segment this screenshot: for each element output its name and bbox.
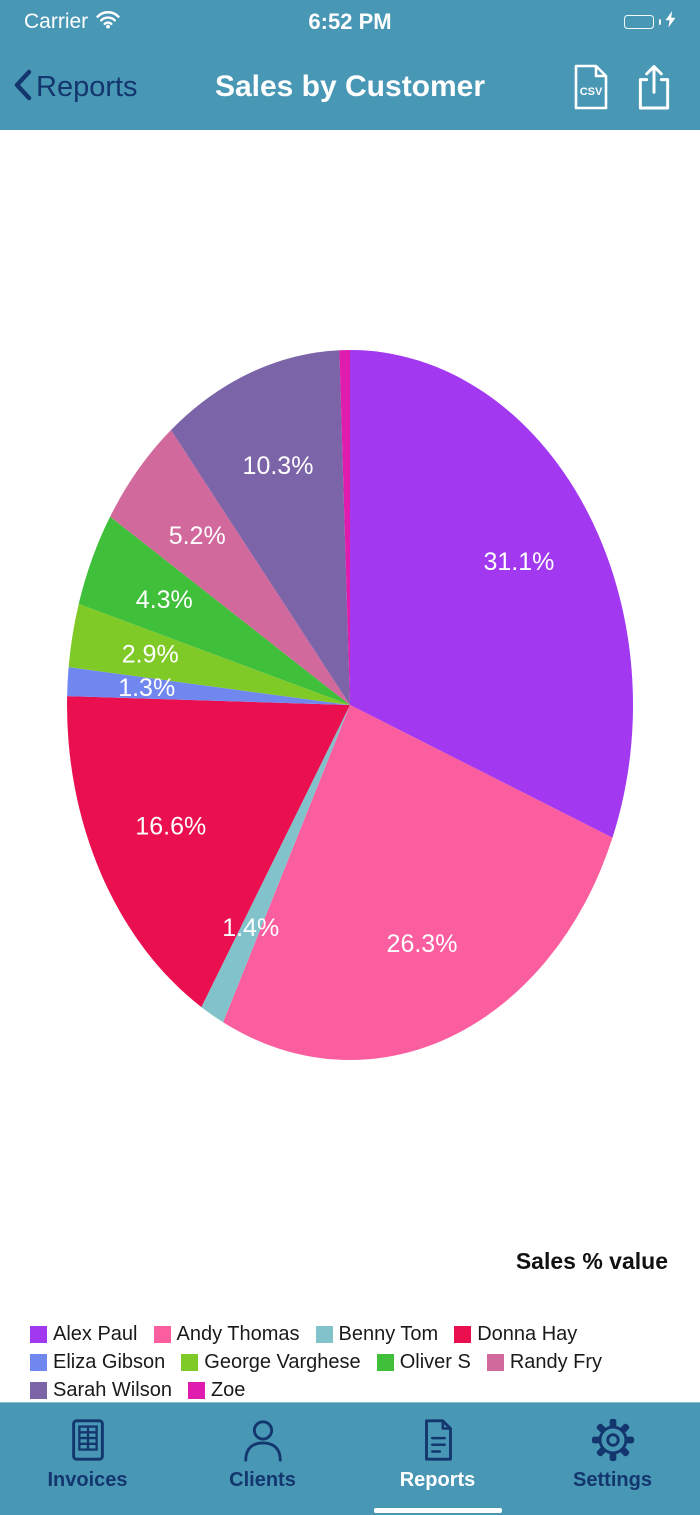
person-icon bbox=[240, 1417, 286, 1463]
tab-settings[interactable]: Settings bbox=[525, 1403, 700, 1515]
pie-slice-george-varghese[interactable] bbox=[68, 603, 351, 705]
selected-tab-underline bbox=[373, 1508, 502, 1513]
legend-label: Andy Thomas bbox=[176, 1323, 300, 1345]
legend-swatch bbox=[153, 1326, 171, 1343]
sales-pie-chart: 31.1% 26.3% 1.4% 16.6% 1.3% 2.9% 4.3% 5.2% 10.3% bbox=[67, 350, 634, 1060]
tab-bar: Invoices Clients bbox=[0, 1402, 700, 1515]
chevron-left-icon bbox=[12, 68, 34, 107]
legend-item-andy-thomas: Andy Thomas bbox=[153, 1323, 300, 1346]
legend-label: Sarah Wilson bbox=[53, 1379, 172, 1401]
legend-item-eliza-gibson: Eliza Gibson bbox=[30, 1351, 165, 1374]
legend-item-oliver-s: Oliver S bbox=[376, 1351, 471, 1374]
pie-slice-value-label: 10.3% bbox=[243, 452, 314, 480]
legend-label: Benny Tom bbox=[338, 1323, 439, 1345]
csv-badge-text: CSV bbox=[580, 86, 603, 98]
pie-slice-donna-hay[interactable] bbox=[67, 696, 350, 1008]
tab-clients[interactable]: Clients bbox=[175, 1403, 350, 1515]
tab-reports[interactable]: Reports bbox=[350, 1403, 525, 1515]
pie-slice-zoe[interactable] bbox=[339, 350, 350, 705]
legend-swatch bbox=[30, 1382, 47, 1399]
legend-label: Zoe bbox=[210, 1379, 246, 1401]
pie-slice-value-label: 2.9% bbox=[122, 641, 179, 669]
pie-slice-value-label: 4.3% bbox=[136, 586, 193, 614]
legend-item-benny-tom: Benny Tom bbox=[315, 1323, 439, 1346]
pie-slice-alex-paul[interactable] bbox=[350, 350, 634, 838]
pie-slice-oliver-s[interactable] bbox=[78, 516, 351, 705]
export-csv-button[interactable]: CSV bbox=[568, 63, 612, 111]
legend-item-alex-paul: Alex Paul bbox=[30, 1323, 138, 1346]
tab-invoices[interactable]: Invoices bbox=[0, 1403, 175, 1515]
legend-label: Alex Paul bbox=[53, 1323, 138, 1345]
pie-slice-benny-tom[interactable] bbox=[201, 705, 350, 1023]
legend-label: Donna Hay bbox=[477, 1323, 578, 1345]
pie-slice-randy-fry[interactable] bbox=[110, 430, 350, 705]
battery-icon bbox=[623, 15, 654, 29]
gear-icon bbox=[590, 1417, 636, 1463]
legend-label: George Varghese bbox=[204, 1351, 361, 1373]
legend-item-donna-hay: Donna Hay bbox=[454, 1323, 577, 1346]
pie-slice-eliza-gibson[interactable] bbox=[67, 667, 350, 705]
legend-swatch bbox=[376, 1354, 394, 1371]
pie-slice-value-label: 5.2% bbox=[169, 522, 226, 550]
pie-slice-value-label: 16.6% bbox=[135, 813, 206, 841]
pie-slice-value-label: 31.1% bbox=[483, 548, 554, 576]
tab-clients-label: Clients bbox=[229, 1469, 296, 1491]
carrier-label: Carrier bbox=[24, 10, 89, 33]
pie-slice-sarah-wilson[interactable] bbox=[170, 350, 350, 705]
pie-slice-value-label: 26.3% bbox=[387, 930, 458, 958]
invoices-table-icon bbox=[65, 1417, 111, 1463]
share-button[interactable] bbox=[632, 63, 676, 111]
wifi-icon bbox=[96, 10, 120, 34]
series-value-label: Sales % value bbox=[515, 1248, 668, 1274]
legend-label: Oliver S bbox=[399, 1351, 471, 1373]
legend-swatch bbox=[30, 1354, 47, 1371]
legend-swatch bbox=[315, 1326, 333, 1343]
legend-item-randy-fry: Randy Fry bbox=[486, 1351, 603, 1374]
tab-settings-label: Settings bbox=[573, 1469, 652, 1491]
tab-reports-label: Reports bbox=[399, 1469, 476, 1491]
legend-swatch bbox=[181, 1354, 199, 1371]
legend-label: Randy Fry bbox=[509, 1351, 603, 1373]
charging-bolt-icon bbox=[665, 11, 676, 33]
pie-slice-value-label: 1.4% bbox=[222, 914, 279, 942]
legend-item-zoe: Zoe bbox=[187, 1379, 246, 1402]
pie-slice-value-label: 1.3% bbox=[118, 674, 175, 702]
legend-item-sarah-wilson: Sarah Wilson bbox=[30, 1379, 172, 1402]
status-bar: Carrier 6:52 PM bbox=[0, 0, 700, 44]
report-content: 31.1% 26.3% 1.4% 16.6% 1.3% 2.9% 4.3% 5.2% 10.3%… bbox=[0, 130, 700, 1402]
legend-item-george-varghese: George Varghese bbox=[181, 1351, 361, 1374]
tab-invoices-label: Invoices bbox=[47, 1469, 128, 1491]
document-icon bbox=[415, 1417, 461, 1463]
legend-swatch bbox=[486, 1354, 504, 1371]
back-button[interactable]: Reports bbox=[0, 68, 138, 107]
legend-label: Eliza Gibson bbox=[53, 1351, 166, 1373]
legend-swatch bbox=[187, 1382, 205, 1399]
chart-legend: Alex Paul Andy Thomas Benny Tom Donna Hay El… bbox=[30, 1323, 660, 1402]
nav-bar: Reports Sales by Customer CSV bbox=[0, 44, 700, 130]
pie-slice-andy-thomas[interactable] bbox=[223, 705, 613, 1060]
legend-swatch bbox=[454, 1326, 472, 1343]
legend-swatch bbox=[30, 1326, 47, 1343]
nav-actions: CSV bbox=[568, 63, 700, 111]
back-button-label: Reports bbox=[36, 70, 138, 103]
battery-indicator bbox=[623, 11, 677, 33]
